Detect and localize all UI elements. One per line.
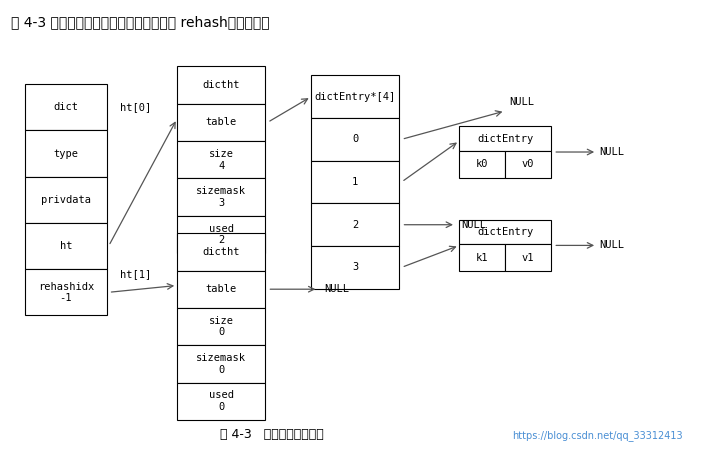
Text: dictEntry: dictEntry xyxy=(477,227,534,237)
Text: dictEntry: dictEntry xyxy=(477,134,534,144)
Bar xyxy=(459,220,551,244)
Text: ht[0]: ht[0] xyxy=(120,102,151,112)
Bar xyxy=(311,75,399,118)
Bar xyxy=(311,118,399,161)
Text: v1: v1 xyxy=(522,253,534,263)
Bar xyxy=(177,345,265,383)
Text: 图 4-3   普通状态下的字典: 图 4-3 普通状态下的字典 xyxy=(220,428,324,441)
Text: sizemask
3: sizemask 3 xyxy=(196,186,246,208)
Text: privdata: privdata xyxy=(41,195,91,205)
Text: size
4: size 4 xyxy=(209,149,233,171)
Bar xyxy=(311,246,399,289)
Text: ht: ht xyxy=(60,241,72,251)
Text: k0: k0 xyxy=(476,159,489,169)
Text: sizemask
0: sizemask 0 xyxy=(196,353,246,375)
Bar xyxy=(177,270,265,308)
Text: 2: 2 xyxy=(352,220,358,230)
Bar xyxy=(177,178,265,216)
Text: k1: k1 xyxy=(476,253,489,263)
Bar xyxy=(311,161,399,203)
Text: NULL: NULL xyxy=(462,220,486,230)
Text: used
0: used 0 xyxy=(209,390,233,412)
Bar xyxy=(25,84,107,130)
Text: rehashidx
-1: rehashidx -1 xyxy=(38,281,94,303)
Text: NULL: NULL xyxy=(324,284,349,294)
Text: dictht: dictht xyxy=(202,80,240,90)
Text: NULL: NULL xyxy=(509,97,534,107)
Bar xyxy=(25,177,107,223)
Text: dictht: dictht xyxy=(202,247,240,257)
Bar xyxy=(25,130,107,177)
Text: dictEntry*[4]: dictEntry*[4] xyxy=(315,92,396,101)
Bar xyxy=(177,308,265,345)
Text: https://blog.csdn.net/qq_33312413: https://blog.csdn.net/qq_33312413 xyxy=(513,430,683,441)
Bar xyxy=(311,203,399,246)
Text: type: type xyxy=(53,149,79,159)
Bar xyxy=(505,244,551,271)
Text: table: table xyxy=(206,284,237,294)
Bar xyxy=(177,104,265,141)
Text: used
2: used 2 xyxy=(209,224,233,246)
Text: ht[1]: ht[1] xyxy=(120,269,151,279)
Text: dict: dict xyxy=(53,102,79,112)
Text: 图 4-3 展示了一个普通状态下（没有进行 rehash）的字典。: 图 4-3 展示了一个普通状态下（没有进行 rehash）的字典。 xyxy=(11,15,270,29)
Bar xyxy=(459,244,505,271)
Bar xyxy=(505,151,551,178)
Text: table: table xyxy=(206,117,237,127)
Text: 3: 3 xyxy=(352,262,358,272)
Bar xyxy=(177,383,265,420)
Bar xyxy=(177,216,265,253)
Bar xyxy=(177,141,265,178)
Bar xyxy=(25,223,107,269)
Bar xyxy=(459,151,505,178)
Text: NULL: NULL xyxy=(599,241,624,251)
Bar xyxy=(25,269,107,315)
Text: NULL: NULL xyxy=(599,147,624,157)
Bar xyxy=(177,67,265,104)
Text: 1: 1 xyxy=(352,177,358,187)
Text: size
0: size 0 xyxy=(209,316,233,337)
Bar xyxy=(177,233,265,270)
Bar xyxy=(459,126,551,151)
Text: v0: v0 xyxy=(522,159,534,169)
Text: 0: 0 xyxy=(352,135,358,145)
